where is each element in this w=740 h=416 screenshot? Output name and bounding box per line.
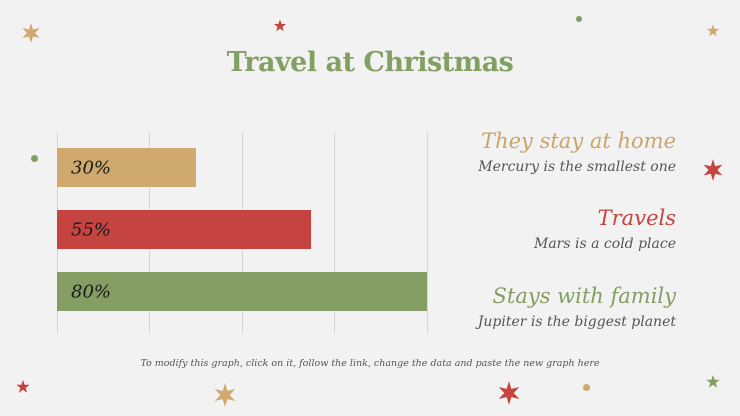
five-point-star-icon <box>706 375 720 388</box>
five-point-star-icon <box>273 19 287 32</box>
bar-value-label: 80% <box>71 281 112 302</box>
legend-item-stay-at-home: They stay at home Mercury is the smalles… <box>478 127 676 179</box>
bar-value-label: 55% <box>71 219 112 240</box>
legend-title: They stay at home <box>481 129 676 153</box>
legend-title: Travels <box>597 206 676 230</box>
legend-description: Mars is a cold place <box>534 236 676 252</box>
five-point-star-icon <box>706 24 720 37</box>
legend-description: Jupiter is the biggest planet <box>477 314 676 330</box>
bar-chart[interactable]: 30% 55% 80% <box>57 132 429 334</box>
six-point-star-icon <box>22 22 40 44</box>
bar-travels[interactable]: 55% <box>57 210 311 249</box>
legend-title: Stays with family <box>492 284 677 308</box>
dot-icon <box>31 155 38 162</box>
bar-value-label: 30% <box>71 157 112 178</box>
five-point-star-icon <box>16 380 30 393</box>
six-point-star-icon <box>214 383 236 407</box>
legend-description: Mercury is the smallest one <box>478 159 676 175</box>
legend-item-stays-with-family: Stays with family Jupiter is the biggest… <box>478 282 676 334</box>
dot-icon <box>576 16 582 22</box>
bar-stays-with-family[interactable]: 80% <box>57 272 427 311</box>
dot-icon <box>583 384 590 391</box>
legend-item-travels: Travels Mars is a cold place <box>534 204 676 256</box>
six-point-star-icon <box>703 159 723 181</box>
six-point-star-icon <box>498 381 520 405</box>
gridline <box>334 132 335 334</box>
gridline <box>427 132 428 334</box>
bar-stay-at-home[interactable]: 30% <box>57 148 196 187</box>
slide-title: Travel at Christmas <box>226 47 514 78</box>
footnote-instructions: To modify this graph, click on it, follo… <box>140 358 600 369</box>
